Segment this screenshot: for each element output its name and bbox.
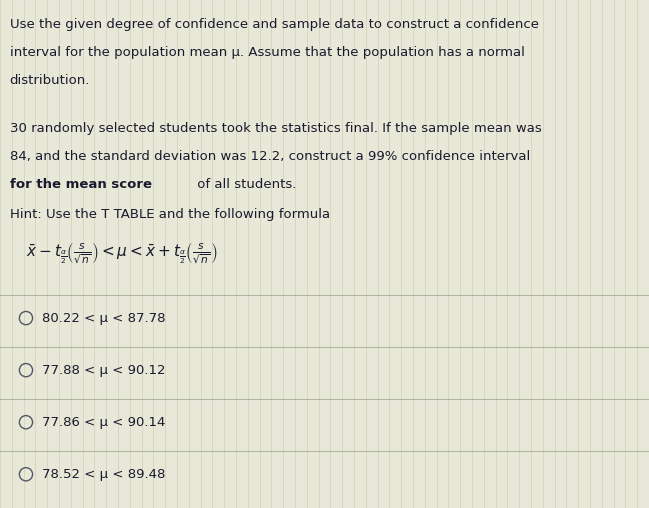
Text: 30 randomly selected students took the statistics final. If the sample mean was: 30 randomly selected students took the s… [10,122,541,135]
Text: for the mean score: for the mean score [10,178,152,191]
Text: 77.88 < μ < 90.12: 77.88 < μ < 90.12 [42,364,165,376]
Text: of all students.: of all students. [193,178,297,191]
Text: 80.22 < μ < 87.78: 80.22 < μ < 87.78 [42,311,165,325]
Text: Use the given degree of confidence and sample data to construct a confidence: Use the given degree of confidence and s… [10,18,539,31]
Text: Hint: Use the T TABLE and the following formula: Hint: Use the T TABLE and the following … [10,208,330,221]
Text: interval for the population mean μ. Assume that the population has a normal: interval for the population mean μ. Assu… [10,46,524,59]
Text: 84, and the standard deviation was 12.2, construct a 99% confidence interval: 84, and the standard deviation was 12.2,… [10,150,530,163]
Text: 77.86 < μ < 90.14: 77.86 < μ < 90.14 [42,416,165,429]
Text: distribution.: distribution. [10,74,90,87]
Text: 78.52 < μ < 89.48: 78.52 < μ < 89.48 [42,468,165,481]
Text: $\bar{x} - t_{\frac{\alpha}{2}}\left(\frac{s}{\sqrt{n}}\right) < \mu < \bar{x} +: $\bar{x} - t_{\frac{\alpha}{2}}\left(\fr… [26,241,217,267]
